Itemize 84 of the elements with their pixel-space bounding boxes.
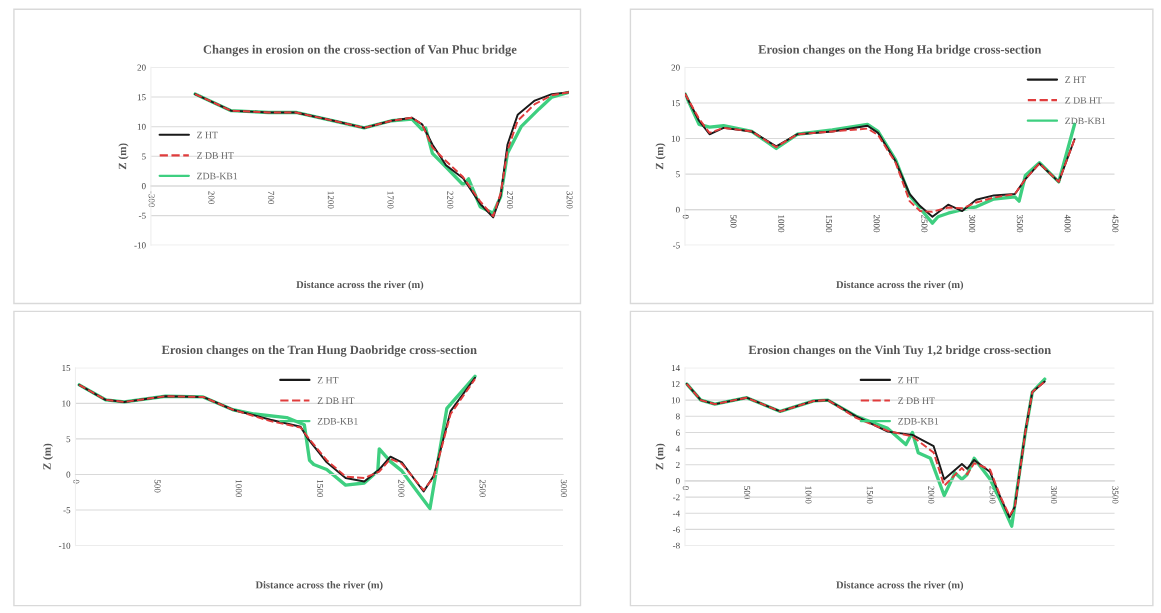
y-axis-title: Z (m) <box>118 143 129 170</box>
x-axis-title: Distance across the river (m) <box>255 581 383 591</box>
x-tick-label: 2200 <box>447 191 454 209</box>
legend-label: Z HT <box>197 131 218 139</box>
chart-title: Erosion changes on the Hong Ha bridge cross-section <box>758 44 1042 57</box>
x-tick-label: 1700 <box>387 191 394 209</box>
x-tick-label: 2500 <box>479 479 486 498</box>
x-tick-label: 700 <box>268 191 275 204</box>
legend-label: Z DB HT <box>197 152 234 159</box>
x-tick-label: 1000 <box>778 215 785 233</box>
y-tick-label: -5 <box>672 242 680 249</box>
y-tick-label: 8 <box>675 413 680 420</box>
x-tick-label: 1500 <box>825 215 833 233</box>
y-axis-title: Z (m) <box>42 443 54 470</box>
legend-label: Z HT <box>898 376 919 384</box>
x-tick-label: 3200 <box>566 191 573 209</box>
y-tick-label: 10 <box>671 135 680 142</box>
y-tick-label: -5 <box>138 212 146 219</box>
x-axis-title: Distance across the river (m) <box>836 280 964 291</box>
y-tick-label: 20 <box>137 64 146 71</box>
y-axis-title: Z (m) <box>655 143 666 170</box>
y-tick-label: 0 <box>141 183 146 190</box>
y-tick-label: -4 <box>672 510 680 517</box>
legend-label: Z HT <box>1065 76 1086 83</box>
y-tick-label: 15 <box>137 94 146 101</box>
legend-label: Z DB HT <box>1065 97 1102 104</box>
legend-label: Z HT <box>317 376 339 384</box>
x-axis-title: Distance across the river (m) <box>836 581 964 591</box>
x-tick-label: 1200 <box>327 191 334 209</box>
y-tick-label: 20 <box>671 64 680 71</box>
x-tick-label: 1500 <box>866 486 873 504</box>
x-tick-label: 0 <box>682 214 689 219</box>
legend-label: ZDB-KB1 <box>1065 117 1106 125</box>
x-tick-label: 4000 <box>1064 214 1071 233</box>
x-tick-label: 3000 <box>560 479 567 498</box>
y-tick-label: 6 <box>676 429 680 436</box>
y-tick-label: -5 <box>63 507 71 514</box>
x-tick-label: -300 <box>148 191 155 208</box>
x-tick-label: 200 <box>208 191 215 204</box>
x-tick-label: 500 <box>730 215 737 228</box>
x-tick-label: 500 <box>154 479 161 493</box>
legend-label: ZDB-KB1 <box>317 418 358 425</box>
chart-title: Erosion changes on the Tran Hung Daobridge cross-section <box>161 345 477 357</box>
x-tick-label: 3000 <box>969 214 976 233</box>
x-tick-label: 1500 <box>317 480 324 498</box>
x-tick-label: 1000 <box>235 480 242 498</box>
x-tick-label: 500 <box>744 486 751 499</box>
legend-label: Z DB HT <box>317 397 355 404</box>
legend-label: Z DB HT <box>898 397 935 404</box>
y-tick-label: 12 <box>671 381 680 388</box>
x-tick-label: 2700 <box>506 191 514 209</box>
x-tick-label: 3000 <box>1050 486 1058 504</box>
y-tick-label: 4 <box>675 445 680 452</box>
legend-label: ZDB-KB1 <box>197 172 238 180</box>
x-tick-label: 2000 <box>873 214 880 233</box>
y-tick-label: -10 <box>134 242 146 249</box>
x-tick-label: 1000 <box>805 486 812 504</box>
y-tick-label: 0 <box>66 471 71 478</box>
x-tick-label: 3500 <box>1016 214 1023 233</box>
x-tick-label: 3500 <box>1112 486 1119 504</box>
x-axis-title: Distance across the river (m) <box>296 280 424 291</box>
y-tick-label: 15 <box>671 100 680 107</box>
x-tick-label: 2000 <box>398 479 405 498</box>
x-tick-label: 2000 <box>928 486 935 504</box>
y-tick-label: -2 <box>672 494 680 501</box>
x-tick-label: 0 <box>682 486 689 490</box>
y-axis-title: Z (m) <box>655 443 666 470</box>
y-tick-label: 5 <box>676 171 680 178</box>
y-tick-label: 10 <box>62 400 71 407</box>
y-tick-label: 10 <box>671 397 680 404</box>
chart-title: Erosion changes on the Vinh Tuy 1,2 bridge cross-section <box>748 345 1051 357</box>
y-tick-label: 15 <box>62 364 71 372</box>
x-tick-label: 2500 <box>921 214 928 233</box>
x-tick-label: 4500 <box>1112 214 1119 233</box>
y-tick-label: -10 <box>58 542 71 549</box>
y-tick-label: 10 <box>137 123 146 130</box>
y-tick-label: 14 <box>671 364 680 371</box>
y-tick-label: 5 <box>142 153 146 160</box>
legend-label: ZDB-KB1 <box>898 418 939 425</box>
y-tick-label: 2 <box>676 461 680 468</box>
y-tick-label: 5 <box>66 436 71 443</box>
y-tick-label: -6 <box>672 526 680 533</box>
y-tick-label: -8 <box>672 542 680 549</box>
chart-title: Changes in erosion on the cross-section of Van Phuc bridge <box>203 44 517 57</box>
